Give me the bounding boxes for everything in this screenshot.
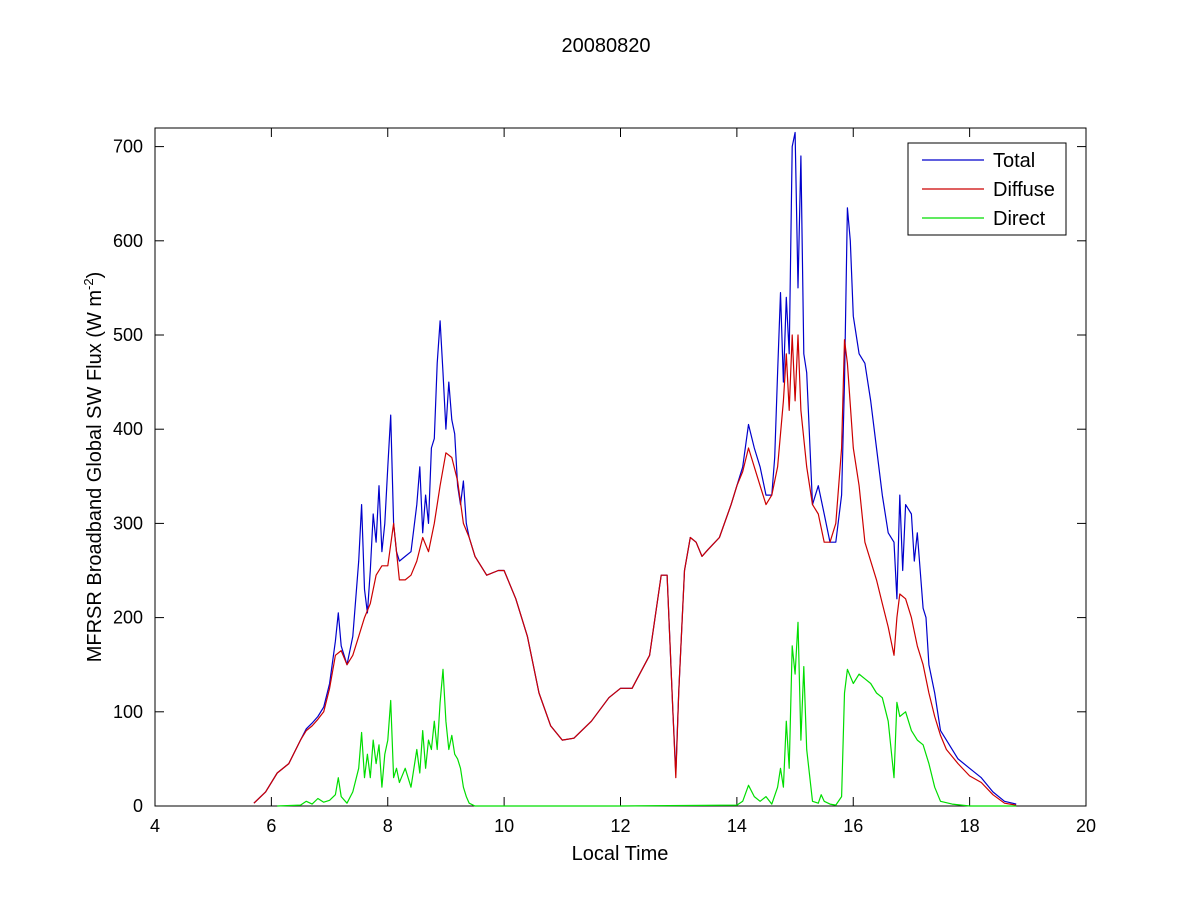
legend-label-direct: Direct bbox=[993, 208, 1046, 230]
y-tick-label: 300 bbox=[113, 513, 143, 533]
x-axis-label: Local Time bbox=[572, 843, 669, 865]
x-tick-label: 6 bbox=[266, 816, 276, 836]
y-tick-label: 600 bbox=[113, 231, 143, 251]
series-line-diffuse bbox=[253, 334, 1017, 806]
plot-area: 4 6 8 10 12 14 16 18 200100200300400500600700Tot… bbox=[113, 127, 1096, 836]
y-tick-label: 700 bbox=[113, 137, 143, 157]
series-line-direct bbox=[277, 621, 1017, 807]
x-tick-label: 4 bbox=[150, 816, 160, 836]
y-axis-label-superscript: -2 bbox=[81, 278, 96, 290]
chart-title: 20080820 bbox=[562, 35, 651, 57]
x-tick-label: 16 bbox=[843, 816, 863, 836]
y-axis-label-close: ) bbox=[84, 272, 106, 279]
y-tick-label: 100 bbox=[113, 702, 143, 722]
x-tick-label: 10 bbox=[494, 816, 514, 836]
x-tick-label: 12 bbox=[610, 816, 630, 836]
y-tick-label: 400 bbox=[113, 419, 143, 439]
y-axis-label: MFRSR Broadband Global SW Flux (W m-2) bbox=[81, 272, 106, 663]
y-axis-label-main: MFRSR Broadband Global SW Flux (W m bbox=[84, 290, 106, 662]
legend-label-total: Total bbox=[993, 150, 1035, 172]
legend-label-diffuse: Diffuse bbox=[993, 179, 1055, 201]
x-tick-label: 8 bbox=[383, 816, 393, 836]
y-tick-label: 500 bbox=[113, 325, 143, 345]
x-tick-label: 20 bbox=[1076, 816, 1096, 836]
x-tick-label: 14 bbox=[727, 816, 747, 836]
x-tick-label: 18 bbox=[960, 816, 980, 836]
y-tick-label: 200 bbox=[113, 608, 143, 628]
y-tick-label: 0 bbox=[133, 796, 143, 816]
